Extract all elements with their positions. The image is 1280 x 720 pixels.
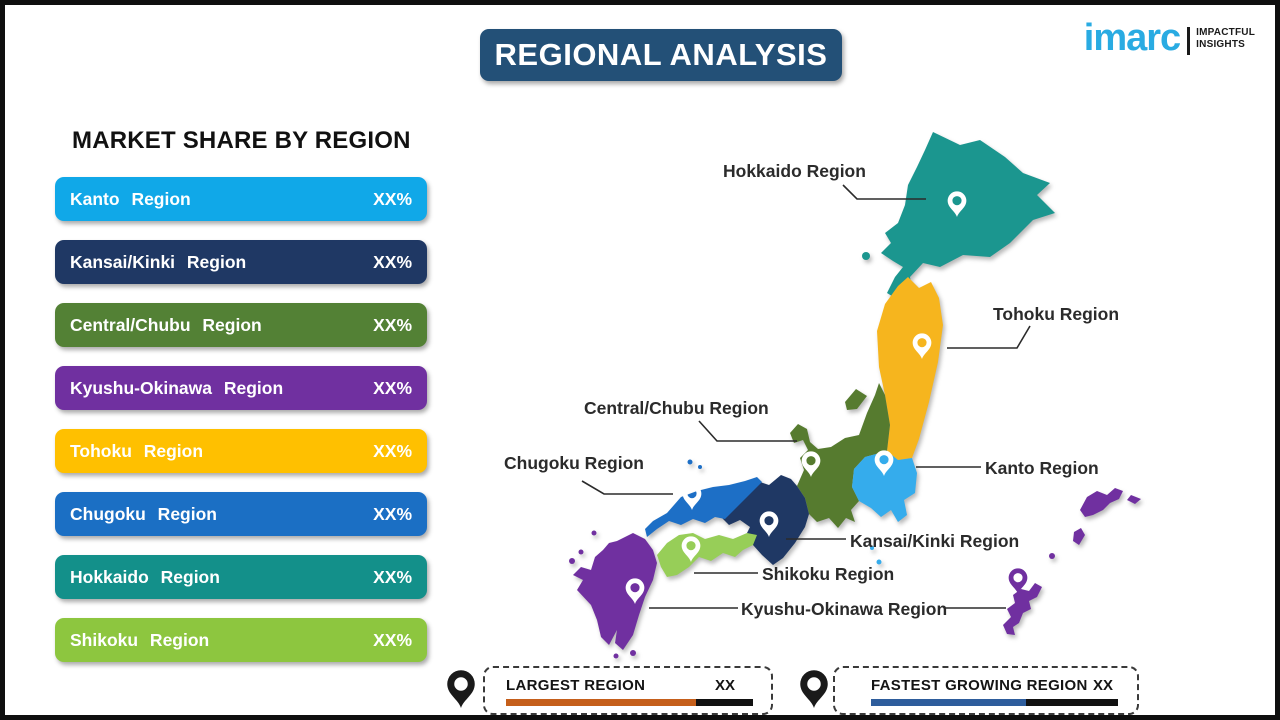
imarc-logo: imarc IMPACTFUL INSIGHTS: [1083, 17, 1255, 59]
map-region-hokkaido: [862, 132, 1055, 301]
bar-value: XX%: [373, 314, 412, 335]
map-label-central-chubu: Central/Chubu Region: [584, 398, 769, 418]
bar-label: Chugoku Region: [70, 503, 217, 524]
connector-tohoku: [947, 325, 1031, 349]
map-region-chugoku: [645, 459, 762, 537]
map-label-chugoku: Chugoku Region: [504, 453, 644, 473]
legend-fastest-label: FASTEST GROWING REGION: [871, 677, 1088, 694]
bar-label: Kyushu-Okinawa Region: [70, 377, 284, 398]
market-share-bar-hokkaido: Hokkaido Region XX%: [55, 555, 427, 599]
imarc-brand-text: imarc: [1083, 17, 1181, 59]
bar-label: Kansai/Kinki Region: [70, 251, 247, 272]
bar-value: XX%: [373, 440, 412, 461]
map-region-kanto: [852, 451, 917, 565]
connector-central-chubu: [698, 420, 797, 442]
bar-value: XX%: [373, 251, 412, 272]
legend-pin-fastest: [800, 670, 828, 708]
bar-label: Central/Chubu Region: [70, 314, 262, 335]
bar-value: XX%: [373, 566, 412, 587]
legend-largest-region: LARGEST REGION XX: [483, 666, 773, 715]
market-share-bar-kansai: Kansai/Kinki Region XX%: [55, 240, 427, 284]
bar-label: Hokkaido Region: [70, 566, 220, 587]
legend-fastest-growing-region: FASTEST GROWING REGION XX: [833, 666, 1139, 715]
market-share-bar-central-chubu: Central/Chubu Region XX%: [55, 303, 427, 347]
map-region-central-chubu: [790, 383, 890, 528]
legend-fastest-value: XX: [1092, 677, 1113, 694]
map-label-kansai: Kansai/Kinki Region: [850, 531, 1020, 551]
bar-value: XX%: [373, 188, 412, 209]
page-title: REGIONAL ANALYSIS: [494, 37, 828, 72]
market-share-heading: MARKET SHARE BY REGION: [72, 127, 411, 154]
bar-value: XX%: [373, 377, 412, 398]
bar-value: XX%: [373, 629, 412, 650]
connector-hokkaido: [842, 184, 926, 200]
legend-fastest-bar: [871, 699, 1118, 706]
bar-label: Shikoku Region: [70, 629, 210, 650]
map-label-shikoku: Shikoku Region: [762, 564, 895, 584]
bar-label: Tohoku Region: [70, 440, 204, 461]
map-label-kyushu-okinawa: Kyushu-Okinawa Region: [741, 599, 948, 619]
map-region-kyushu-okinawa: [569, 488, 1141, 659]
logo-divider: [1187, 27, 1191, 55]
map-region-tohoku: [877, 277, 943, 460]
bar-label: Kanto Region: [70, 188, 191, 209]
map-label-hokkaido: Hokkaido Region: [723, 161, 866, 181]
market-share-bar-kyushu-okinawa: Kyushu-Okinawa Region XX%: [55, 366, 427, 410]
map-label-kanto: Kanto Region: [985, 458, 1099, 478]
legend-pin-largest: [447, 670, 475, 708]
market-share-bar-shikoku: Shikoku Region XX%: [55, 618, 427, 662]
label-connectors: [581, 184, 1031, 609]
legend-largest-value: XX: [714, 677, 735, 694]
logo-tagline: IMPACTFUL INSIGHTS: [1196, 27, 1255, 50]
bar-value: XX%: [373, 503, 412, 524]
market-share-bar-chugoku: Chugoku Region XX%: [55, 492, 427, 536]
market-share-bar-tohoku: Tohoku Region XX%: [55, 429, 427, 473]
market-share-bar-kanto: Kanto Region XX%: [55, 177, 427, 221]
connector-chugoku: [581, 480, 673, 495]
legend-largest-bar: [506, 699, 753, 706]
title-banner: REGIONAL ANALYSIS: [480, 29, 842, 81]
legend-largest-label: LARGEST REGION: [506, 677, 646, 694]
japan-map: [447, 132, 1141, 708]
map-region-shikoku: [657, 533, 757, 577]
map-label-tohoku: Tohoku Region: [993, 304, 1120, 324]
